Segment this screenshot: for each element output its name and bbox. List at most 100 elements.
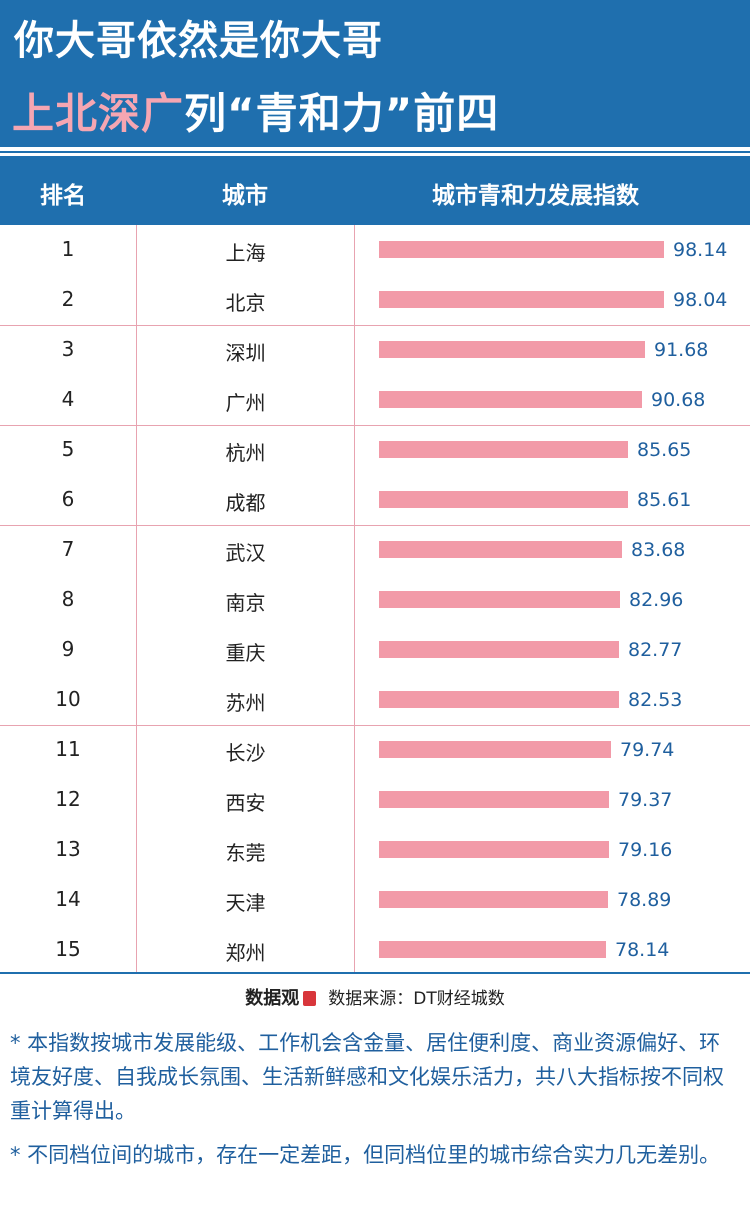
tier-divider	[0, 425, 750, 426]
index-bar	[379, 241, 664, 258]
value-label: 91.68	[654, 339, 709, 361]
rank-label: 8	[61, 587, 75, 611]
table-row: 12 西安 79.37	[0, 775, 750, 825]
column-header-city: 城市	[222, 183, 268, 209]
value-label: 98.14	[673, 239, 728, 261]
city-label: 上海	[225, 241, 266, 265]
value-label: 82.53	[628, 689, 683, 711]
city-label: 重庆	[225, 641, 266, 665]
column-header-rank: 排名	[40, 183, 86, 209]
headline-rest: 列“青和力”前四	[184, 89, 500, 138]
table-row: 10 苏州 82.53	[0, 675, 750, 725]
header-divider-blue	[0, 151, 750, 153]
table-header: 排名 城市 城市青和力发展指数	[0, 156, 750, 225]
value-label: 82.77	[628, 639, 683, 661]
index-bar	[379, 641, 619, 658]
value-label: 98.04	[673, 289, 728, 311]
table-row: 13 东莞 79.16	[0, 825, 750, 875]
table-bottom-border	[0, 972, 750, 974]
table-row: 9 重庆 82.77	[0, 625, 750, 675]
value-label: 85.65	[637, 439, 692, 461]
city-label: 东莞	[225, 841, 266, 865]
city-label: 长沙	[225, 741, 266, 765]
city-label: 郑州	[225, 941, 266, 965]
rank-label: 5	[61, 437, 75, 461]
table-row: 3 深圳 91.68	[0, 325, 750, 375]
city-label: 苏州	[225, 691, 266, 715]
rank-label: 6	[61, 487, 75, 511]
index-bar	[379, 541, 622, 558]
tier-divider	[0, 725, 750, 726]
rank-label: 14	[55, 887, 81, 911]
city-label: 南京	[225, 591, 266, 615]
value-label: 79.74	[620, 739, 675, 761]
index-bar	[379, 341, 645, 358]
index-bar	[379, 391, 642, 408]
rank-label: 11	[55, 737, 81, 761]
value-label: 85.61	[637, 489, 692, 511]
table-row: 4 广州 90.68	[0, 375, 750, 425]
source-line: 数据观 数据来源：DT财经城数	[0, 984, 750, 1010]
column-header-index: 城市青和力发展指数	[432, 183, 639, 209]
city-label: 成都	[225, 491, 266, 515]
rank-label: 7	[61, 537, 75, 561]
table-row: 11 长沙 79.74	[0, 725, 750, 775]
city-label: 西安	[225, 791, 266, 815]
value-label: 82.96	[629, 589, 684, 611]
index-bar	[379, 691, 619, 708]
rank-label: 2	[61, 287, 75, 311]
index-bar	[379, 741, 611, 758]
tier-divider	[0, 525, 750, 526]
table-row: 15 郑州 78.14	[0, 925, 750, 975]
headline-highlight: 上北深广	[12, 89, 185, 138]
brand-seal-icon	[303, 991, 317, 1006]
value-label: 79.37	[618, 789, 673, 811]
table-row: 2 北京 98.04	[0, 275, 750, 325]
index-bar	[379, 591, 620, 608]
tier-divider	[0, 325, 750, 326]
index-bar	[379, 491, 628, 508]
city-label: 深圳	[225, 341, 266, 365]
value-label: 78.89	[617, 889, 672, 911]
brand-logo: 数据观	[245, 988, 300, 1009]
table-row: 8 南京 82.96	[0, 575, 750, 625]
table-row: 14 天津 78.89	[0, 875, 750, 925]
column-divider	[354, 225, 355, 974]
table-row: 7 武汉 83.68	[0, 525, 750, 575]
rank-label: 15	[55, 937, 81, 961]
value-label: 83.68	[631, 539, 686, 561]
headline-line2: 上北深广列“青和力”前四	[12, 80, 499, 141]
rank-label: 1	[61, 237, 75, 261]
index-bar	[379, 791, 609, 808]
footnote-2: * 不同档位间的城市，存在一定差距，但同档位里的城市综合实力几无差别。	[10, 1143, 721, 1167]
title-banner: 你大哥依然是你大哥 上北深广列“青和力”前四	[0, 0, 750, 147]
source-text: 数据来源：DT财经城数	[328, 989, 505, 1009]
city-label: 北京	[225, 291, 266, 315]
index-bar	[379, 291, 664, 308]
ranking-table: 1 上海 98.14 2 北京 98.04 3 深圳 91.68 4 广州 90.68 5 杭州 85.65…	[0, 225, 750, 974]
rank-label: 13	[55, 837, 81, 861]
rank-label: 9	[61, 637, 75, 661]
rank-label: 4	[61, 387, 75, 411]
value-label: 90.68	[651, 389, 706, 411]
city-label: 广州	[225, 391, 266, 415]
table-row: 6 成都 85.61	[0, 475, 750, 525]
value-label: 78.14	[615, 939, 670, 961]
index-bar	[379, 441, 628, 458]
rank-label: 12	[55, 787, 81, 811]
index-bar	[379, 841, 609, 858]
index-bar	[379, 891, 608, 908]
rank-label: 3	[61, 337, 75, 361]
value-label: 79.16	[618, 839, 673, 861]
headline-line1: 你大哥依然是你大哥	[14, 18, 383, 64]
column-divider	[136, 225, 137, 974]
index-bar	[379, 941, 606, 958]
table-row: 1 上海 98.14	[0, 225, 750, 275]
city-label: 武汉	[225, 541, 266, 565]
table-row: 5 杭州 85.65	[0, 425, 750, 475]
city-label: 天津	[225, 891, 266, 915]
footnote-1: * 本指数按城市发展能级、工作机会含金量、居住便利度、商业资源偏好、环境友好度、…	[10, 1031, 724, 1123]
city-label: 杭州	[225, 441, 266, 465]
header-divider	[0, 147, 750, 151]
rank-label: 10	[55, 687, 81, 711]
